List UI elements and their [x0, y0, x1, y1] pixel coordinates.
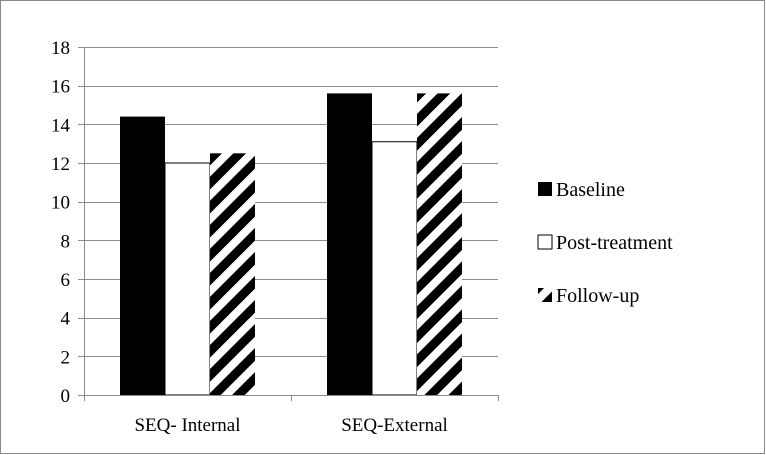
y-tick-label: 8 — [61, 231, 71, 252]
y-tick-label: 2 — [61, 347, 71, 368]
x-category-label: SEQ- Internal — [134, 415, 240, 436]
legend-label-baseline: Baseline — [556, 179, 625, 201]
y-tick-label: 12 — [51, 154, 70, 175]
y-tick-label: 6 — [61, 270, 71, 291]
legend-label-post-treatment: Post-treatment — [556, 232, 673, 254]
bar-baseline-external — [327, 93, 372, 396]
x-category-label: SEQ-External — [341, 415, 448, 436]
x-category-labels: SEQ- Internal SEQ-External — [134, 415, 447, 436]
bars — [120, 93, 462, 396]
y-tick-labels: 0 2 4 6 8 10 12 14 16 18 — [51, 38, 71, 407]
y-tick-label: 14 — [51, 115, 71, 136]
bar-follow-up-external — [417, 93, 462, 396]
bar-post-treatment-internal — [164, 162, 211, 396]
y-tick-label: 10 — [51, 193, 70, 214]
y-tick-label: 0 — [61, 386, 71, 407]
legend-label-follow-up: Follow-up — [556, 285, 639, 307]
axes — [78, 47, 499, 401]
bar-post-treatment-external — [371, 141, 418, 396]
bar-follow-up-internal — [210, 153, 255, 395]
y-tick-label: 18 — [51, 38, 70, 59]
legend-swatch-follow-up — [538, 288, 552, 302]
legend-swatch-baseline — [538, 182, 552, 196]
y-tick-label: 16 — [51, 77, 70, 98]
y-tick-label: 4 — [61, 309, 71, 330]
bar-baseline-internal — [120, 116, 165, 395]
legend: Baseline Post-treatment Follow-up — [537, 179, 673, 307]
legend-swatch-post-treatment — [537, 234, 553, 250]
